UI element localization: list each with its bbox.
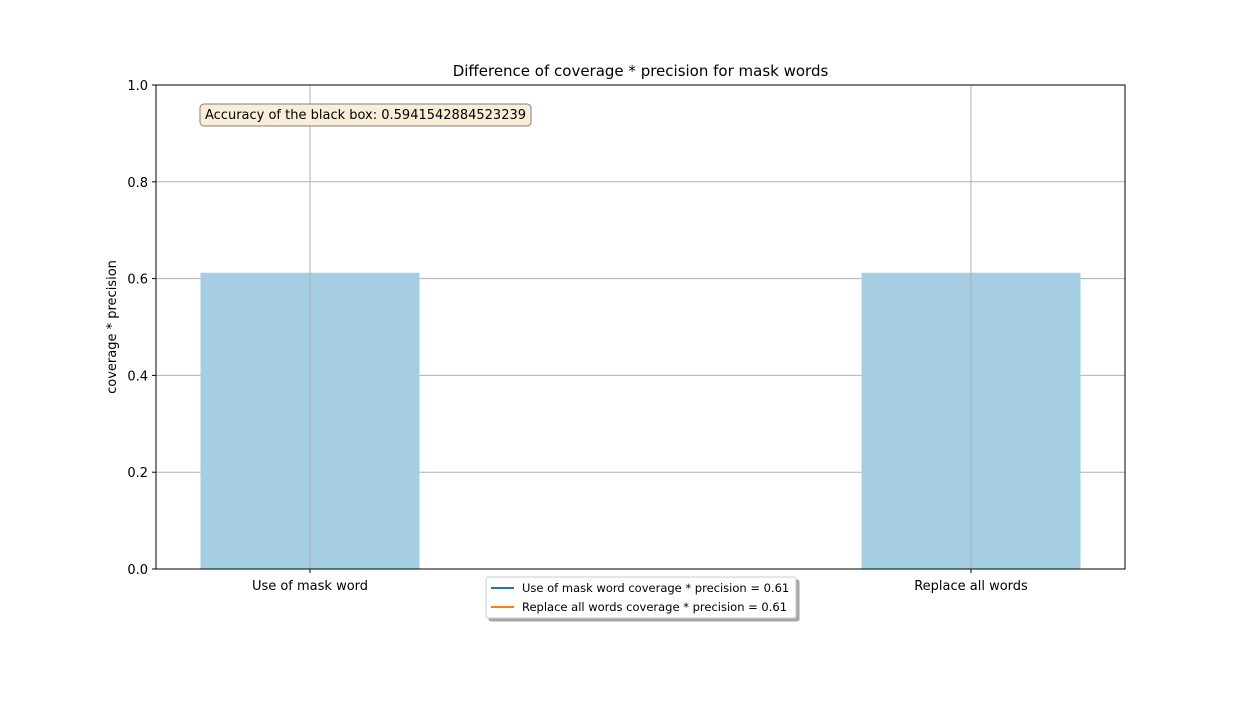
- vertical-grid-lines: [309, 85, 972, 569]
- x-axis-ticks: Use of mask word Replace all words: [252, 569, 1028, 594]
- x-tick-label: Replace all words: [914, 579, 1028, 594]
- legend-entry: Use of mask word coverage * precision = …: [522, 581, 789, 595]
- y-tick-label: 0.8: [127, 176, 148, 191]
- y-tick-label: 0.6: [127, 273, 148, 288]
- legend-box: [485, 576, 797, 619]
- y-tick-label: 0.0: [127, 563, 148, 578]
- legend: Use of mask word coverage * precision = …: [485, 576, 797, 619]
- annotation-box: [199, 103, 532, 127]
- y-tick-label: 0.2: [127, 466, 148, 481]
- y-tick-label: 0.4: [127, 369, 148, 384]
- bars: [200, 272, 1081, 569]
- annotation-text: Accuracy of the black box: 0.59415428845…: [205, 108, 526, 123]
- legend-entry: Replace all words coverage * precision =…: [522, 600, 787, 614]
- accuracy-annotation: Accuracy of the black box: 0.59415428845…: [199, 103, 532, 127]
- x-tick-label: Use of mask word: [252, 579, 368, 594]
- plot-frame: [155, 84, 1126, 570]
- chart-title: Difference of coverage * precision for m…: [453, 62, 829, 80]
- y-axis-label: coverage * precision: [105, 260, 120, 394]
- y-tick-label: 1.0: [127, 79, 148, 94]
- y-axis-ticks: 0.0 0.2 0.4 0.6 0.8 1.0: [127, 79, 156, 578]
